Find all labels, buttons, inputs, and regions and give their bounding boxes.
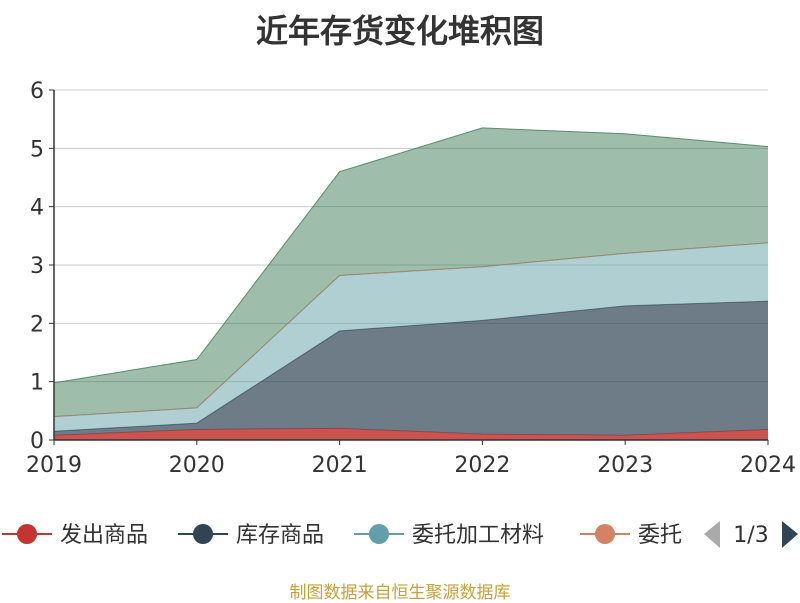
- legend-fade-mask: [683, 514, 703, 554]
- x-tick-labels: 2019 2020 2021 2022 2023 2024: [26, 440, 796, 478]
- source-note: 制图数据来自恒生聚源数据库: [289, 583, 511, 603]
- legend-prev-page-icon[interactable]: [704, 521, 720, 548]
- legend-item-2[interactable]: 委托加工材料: [354, 523, 544, 548]
- y-tick-label: 0: [30, 429, 44, 454]
- x-tick-label: 2023: [597, 453, 653, 478]
- legend: 发出商品 库存商品 委托加工材料 委托 1/3: [2, 514, 798, 554]
- y-tick-label: 1: [30, 371, 44, 396]
- legend-item-0[interactable]: 发出商品: [2, 523, 148, 548]
- stacked-areas: [53, 127, 769, 440]
- area-series-0: [54, 428, 768, 440]
- legend-label: 委托: [638, 523, 682, 548]
- y-tick-label: 2: [30, 312, 44, 337]
- x-tick-label: 2024: [740, 453, 796, 478]
- area-series-4: [54, 127, 768, 417]
- legend-dot-icon: [369, 524, 389, 544]
- area-series-2: [54, 242, 768, 432]
- legend-next-page-icon[interactable]: [782, 521, 798, 548]
- legend-item-1[interactable]: 库存商品: [178, 523, 324, 548]
- area-series-1: [54, 301, 768, 436]
- y-tick-label: 4: [30, 196, 44, 221]
- x-tick-label: 2021: [312, 453, 368, 478]
- legend-dot-icon: [17, 524, 37, 544]
- legend-label: 委托加工材料: [412, 523, 544, 548]
- legend-label: 发出商品: [60, 523, 148, 548]
- legend-item-3[interactable]: 委托: [580, 523, 682, 548]
- y-tick-label: 6: [30, 79, 44, 104]
- series-line-4: [53, 127, 769, 384]
- legend-label: 库存商品: [236, 523, 324, 548]
- x-tick-label: 2020: [169, 453, 225, 478]
- y-tick-label: 5: [30, 137, 44, 162]
- x-tick-label: 2019: [26, 453, 82, 478]
- y-tick-labels: 0 1 2 3 4 5 6: [30, 79, 54, 454]
- legend-page-indicator: 1/3: [733, 523, 768, 548]
- chart-title: 近年存货变化堆积图: [255, 12, 544, 50]
- y-tick-label: 3: [30, 254, 44, 279]
- legend-dot-icon: [193, 524, 213, 544]
- x-tick-label: 2022: [454, 453, 510, 478]
- legend-dot-icon: [595, 524, 615, 544]
